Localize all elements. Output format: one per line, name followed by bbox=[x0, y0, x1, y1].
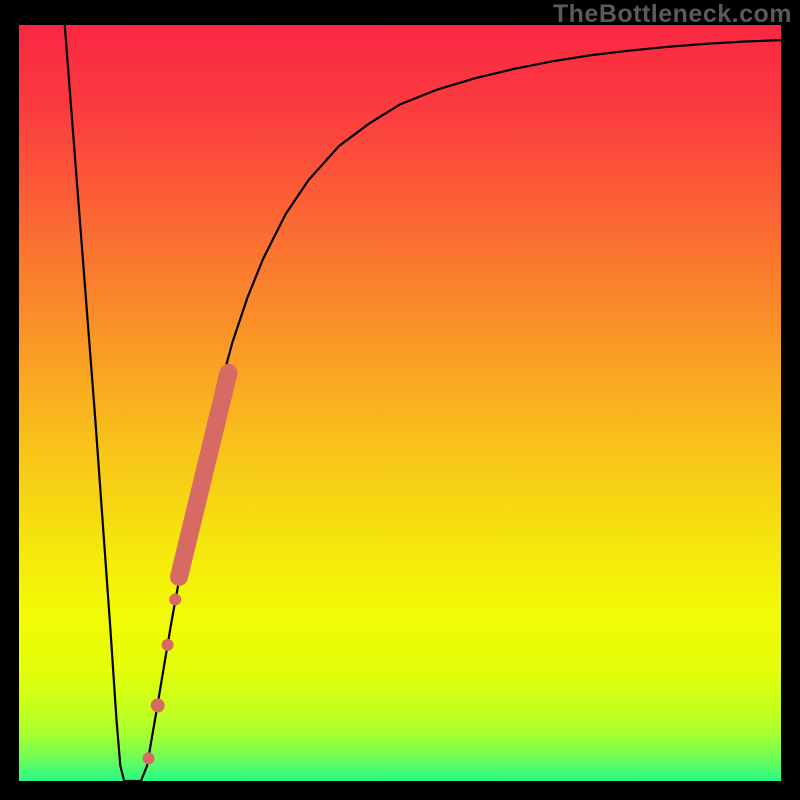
chart-svg bbox=[19, 25, 781, 781]
marker-dot bbox=[162, 639, 174, 651]
plot-area bbox=[19, 25, 781, 781]
marker-dot bbox=[151, 698, 165, 712]
marker-dot bbox=[143, 752, 155, 764]
marker-dot bbox=[169, 594, 181, 606]
watermark-text: TheBottleneck.com bbox=[553, 0, 792, 29]
gradient-background bbox=[19, 25, 781, 781]
chart-container: TheBottleneck.com bbox=[0, 0, 800, 800]
